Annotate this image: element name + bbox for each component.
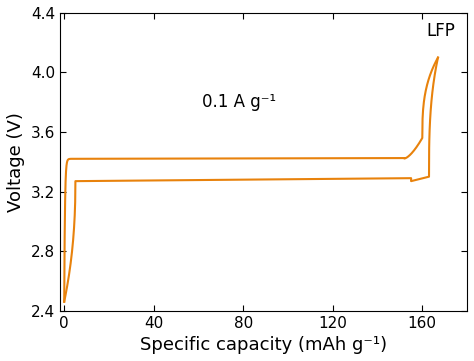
X-axis label: Specific capacity (mAh g⁻¹): Specific capacity (mAh g⁻¹) [140,336,387,354]
Y-axis label: Voltage (V): Voltage (V) [7,112,25,212]
Text: 0.1 A g⁻¹: 0.1 A g⁻¹ [202,93,276,111]
Text: LFP: LFP [426,22,455,40]
